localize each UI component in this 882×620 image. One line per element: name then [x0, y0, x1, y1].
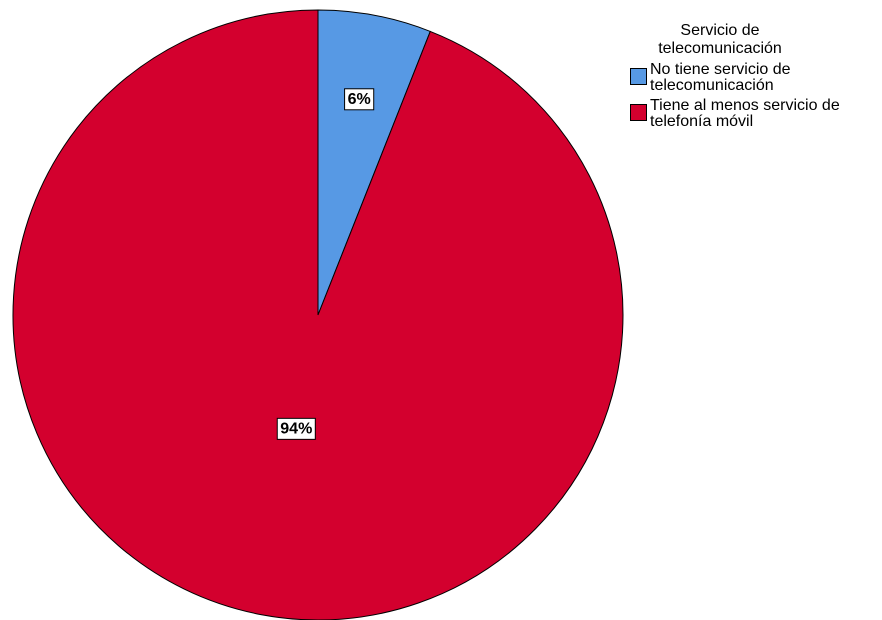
- legend-label-mobile: Tiene al menos servicio de telefonía móv…: [650, 97, 840, 130]
- legend: Servicio de telecomunicación No tiene se…: [630, 22, 880, 130]
- pie-label-0: 6%: [344, 88, 375, 111]
- pie-label-box-1: [276, 417, 316, 440]
- pie-label-box-0: [344, 88, 375, 111]
- legend-swatch-mobile: [630, 104, 647, 121]
- legend-label-no-service: No tiene servicio de telecomunicación: [650, 61, 791, 94]
- legend-title: Servicio de telecomunicación: [658, 22, 782, 57]
- pie-slice-1: [12, 9, 624, 620]
- pie-label-text-1: 94%: [280, 420, 312, 437]
- legend-item-mobile: Tiene al menos servicio de telefonía móv…: [630, 98, 880, 130]
- pie-label-text-0: 6%: [348, 91, 371, 108]
- legend-item-no-service: No tiene servicio de telecomunicación: [630, 62, 880, 94]
- pie-label-1: 94%: [276, 417, 316, 440]
- legend-swatch-no-service: [630, 68, 647, 85]
